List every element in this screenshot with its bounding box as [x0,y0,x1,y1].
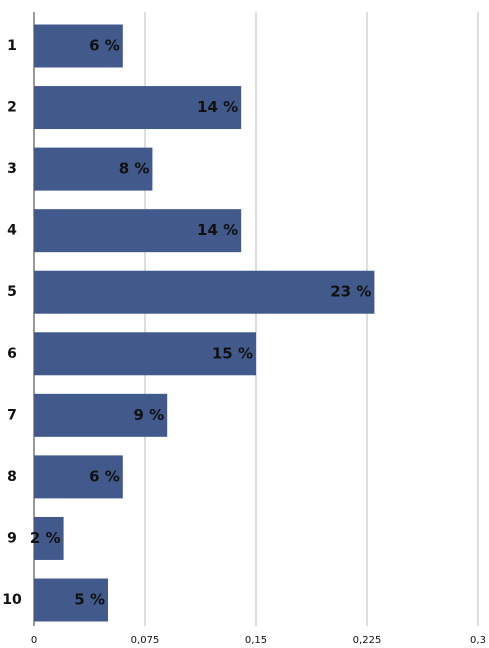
bar [34,332,256,376]
x-tick-label: 0,15 [245,635,267,646]
bar [34,147,153,191]
y-tick-label: 7 [7,407,17,423]
data-label: 14 % [197,221,238,239]
data-label: 2 % [30,529,61,547]
x-tick-label: 0,3 [470,635,486,646]
y-tick-label: 6 [7,346,17,362]
data-label: 14 % [197,98,238,116]
data-label: 6 % [89,467,120,485]
bar [34,455,123,499]
y-tick-label: 9 [7,530,17,546]
data-label: 15 % [212,344,253,362]
x-tick-label: 0,075 [131,635,160,646]
y-tick-label: 10 [2,592,22,608]
y-tick-label: 4 [7,223,17,239]
bar [34,24,123,68]
y-tick-label: 3 [7,161,17,177]
x-tick-label: 0,225 [353,635,382,646]
bar [34,209,242,253]
x-tick-label: 0 [31,635,37,646]
bar [34,393,168,437]
bar [34,270,375,314]
y-tick-label: 8 [7,469,17,485]
bar [34,516,64,560]
data-label: 8 % [119,160,150,178]
y-tick-label: 5 [7,284,17,300]
data-label: 5 % [74,591,105,609]
data-label: 23 % [330,283,371,301]
data-label: 6 % [89,37,120,55]
y-tick-label: 2 [7,100,17,116]
bar [34,578,108,622]
data-label: 9 % [133,406,164,424]
bar [34,86,242,130]
y-tick-label: 1 [7,38,17,54]
